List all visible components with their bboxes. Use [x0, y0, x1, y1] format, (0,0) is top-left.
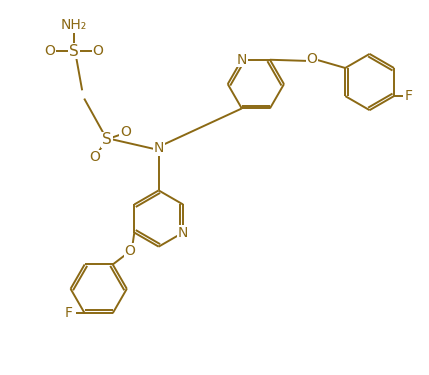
- Text: O: O: [125, 244, 136, 258]
- Text: O: O: [120, 126, 131, 140]
- Text: N: N: [154, 141, 164, 155]
- Text: O: O: [306, 52, 317, 66]
- Text: F: F: [405, 89, 412, 103]
- Text: F: F: [65, 306, 73, 320]
- Text: N: N: [237, 53, 247, 67]
- Text: O: O: [45, 44, 55, 58]
- Text: O: O: [92, 44, 103, 58]
- Text: S: S: [69, 44, 79, 58]
- Text: O: O: [89, 150, 100, 164]
- Text: N: N: [178, 226, 188, 240]
- Text: S: S: [102, 132, 112, 147]
- Text: NH₂: NH₂: [61, 18, 87, 32]
